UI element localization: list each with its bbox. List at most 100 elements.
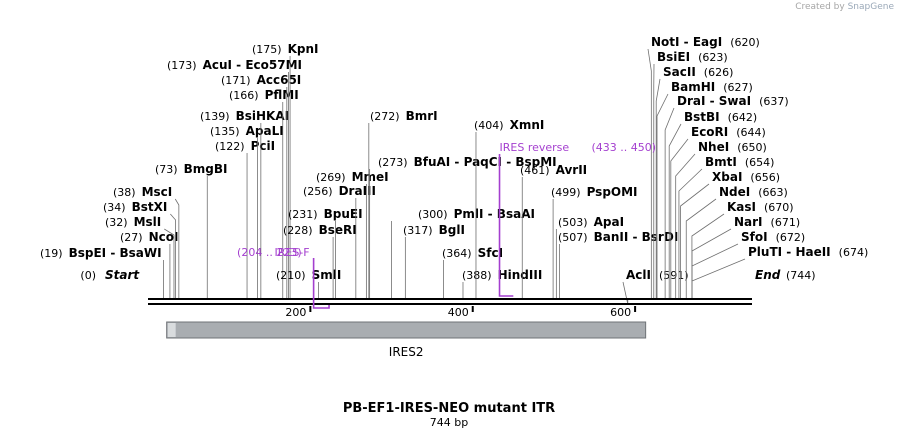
site-msci[interactable]: (38) MscI [113,185,180,298]
site-pos: (644) [736,126,766,139]
site-name: SmlI [312,268,342,282]
site-pos: (166) [229,89,259,102]
site-pos: (663) [758,186,788,199]
site-pos: (627) [723,81,753,94]
site-label: (173) AcuI - Eco57MI [167,58,302,72]
site-nari[interactable]: NarI (671) [691,215,800,298]
site-label: (507) BanII - BsrDI [558,230,678,244]
site-bamhi[interactable]: BamHI (627) [656,80,753,298]
site-name: BanII - BsrDI [594,230,679,244]
site-pos: (173) [167,59,197,72]
site-pos: (135) [210,125,240,138]
site-label: KasI (670) [727,200,794,214]
primer-ires-reverse-arrow[interactable] [498,154,514,297]
site-pspomi[interactable]: (499) PspOMI [551,185,638,298]
site-pos: (507) [558,231,588,244]
site-name: BamHI [671,80,715,94]
site-bseri[interactable]: (228) BseRI [283,223,357,298]
site-sfoi[interactable]: SfoI (672) [691,230,805,298]
site-noti[interactable]: NotI - EagI (620) [647,35,760,298]
site-kpni[interactable]: (175) KpnI [252,42,319,298]
site-name: AclI [626,268,651,282]
site-label: BmtI (654) [705,155,774,169]
site-hindiii[interactable]: (388) HindIII [462,268,542,298]
site-pos: (73) [155,163,178,176]
site-name: SacII [663,65,696,79]
site-name: MslI [134,215,162,229]
site-bmri[interactable]: (272) BmrI [368,109,438,298]
site-xmni[interactable]: (404) XmnI [474,118,544,298]
site-pos: (388) [462,269,492,282]
site-smli[interactable]: (210) SmlI [276,268,341,298]
site-xbai[interactable]: XbaI (656) [680,170,780,298]
site-bspei[interactable]: (19) BspEI - BsaWI [40,246,164,298]
primer-ires-f-name: IRES-F [274,246,309,259]
site-bmgbi[interactable]: (73) BmgBI [155,162,227,298]
site-ndei[interactable]: NdeI (663) [685,185,788,298]
site-name: BseRI [319,223,357,237]
site-name: PciI [251,139,276,153]
site-pos: (34) [103,201,126,214]
site-name: BpuEI [324,207,363,221]
site-apai[interactable]: (503) ApaI [555,215,624,298]
site-label: NarI (671) [734,215,800,229]
site-label: (231) BpuEI [288,207,363,221]
feature-ires2-bar[interactable] [166,321,647,339]
site-nhei[interactable]: NheI (650) [675,140,767,298]
site-pluti[interactable]: PluTI - HaeII (674) [691,245,868,298]
site-pos: (650) [737,141,767,154]
site-label: PluTI - HaeII (674) [748,245,868,259]
site-kasi[interactable]: KasI (670) [691,200,794,298]
site-acui[interactable]: (173) AcuI - Eco57MI [167,58,302,298]
site-name: BspEI - BsaWI [69,246,162,260]
site-pos: (175) [252,43,282,56]
site-banii[interactable]: (507) BanII - BsrDI [558,230,678,298]
primer-ires-f-arrow[interactable] [312,258,330,309]
start-label: Start [105,268,140,282]
site-ecori[interactable]: EcoRI (644) [670,125,766,298]
site-label: (272) BmrI [370,109,438,123]
site-pos: (210) [276,269,306,282]
site-name: ApaI [594,215,624,229]
primer-ires-reverse-range: (433 .. 450) [592,141,657,154]
site-connector [656,93,669,298]
site-bmti[interactable]: BmtI (654) [678,155,775,298]
site-label: (175) KpnI [252,42,319,56]
site-name: BstBI [684,110,720,124]
site-pos: (273) [378,156,408,169]
site-name: BsiEI [657,50,690,64]
site-label: (269) MmeI [316,170,389,184]
site-pcii[interactable]: (122) PciI [215,139,275,298]
site-pos: (269) [316,171,346,184]
site-label: (38) MscI [113,185,172,199]
site-bfuai[interactable]: (273) BfuAI - PaqCI - BspMI [369,155,557,298]
site-connector [664,107,675,298]
primer-ires-f-range: (204 .. 223) [237,246,302,259]
site-bstxi[interactable]: (34) BstXI [103,200,177,298]
site-bgli[interactable]: (317) BglI [403,223,465,298]
site-connector [170,213,177,298]
site-bsiei[interactable]: BsiEI (623) [653,50,728,298]
site-avrii[interactable]: (461) AvrII [520,163,587,298]
site-drai[interactable]: DraI - SwaI (637) [664,94,789,298]
site-sacii[interactable]: SacII (626) [655,65,733,298]
site-pos: (499) [551,186,581,199]
site-pos: (228) [283,224,313,237]
site-layer: (19) BspEI - BsaWI(27) NcoI(32) MslI (34) Bst… [40,35,868,305]
site-bpuei[interactable]: (231) BpuEI [288,207,363,298]
site-pmli[interactable]: (300) PmlI - BsaAI [391,207,535,298]
site-apali[interactable]: (135) ApaLI [210,124,284,298]
site-sfci[interactable]: (364) SfcI [442,246,503,298]
site-mmei[interactable]: (269) MmeI [316,170,389,298]
site-connector [668,123,682,298]
primer-ires-reverse-name: IRES reverse [500,141,570,154]
site-name: NdeI [719,185,750,199]
end-pos: (744) [786,269,816,282]
site-bstbi[interactable]: BstBI (642) [668,110,757,298]
site-name: Acc65I [257,73,302,87]
site-ncoi[interactable]: (27) NcoI [120,230,178,298]
site-msli[interactable]: (32) MslI [105,215,175,298]
site-bsihkai[interactable]: (139) BsiHKAI [200,109,289,298]
site-name: EcoRI [691,125,728,139]
